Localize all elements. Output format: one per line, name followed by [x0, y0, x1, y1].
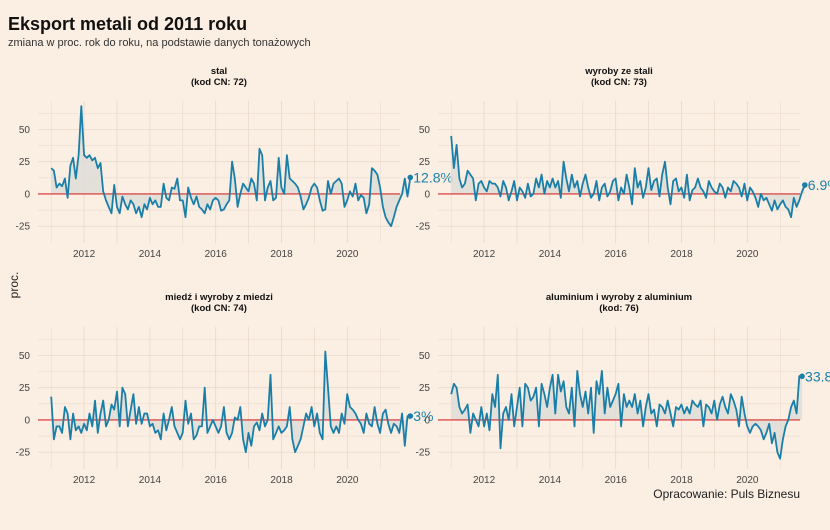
x-tick-label: 2014: [539, 249, 562, 260]
x-tick-label: 2020: [336, 475, 359, 486]
panel-2: wyroby ze stali(kod CN: 73) 2012 2014 2016 2…: [416, 66, 830, 260]
panel-title: aluminium i wyroby z aluminium: [546, 292, 692, 303]
panel-subtitle: (kod: 76): [599, 303, 639, 314]
panel-subtitle: (kod CN: 72): [191, 77, 247, 88]
x-tick-label: 2018: [270, 475, 293, 486]
chart-title: Eksport metali od 2011 roku: [8, 14, 248, 34]
end-point: [801, 182, 808, 188]
x-tick-label: 2014: [139, 249, 162, 260]
series-line: [450, 370, 803, 460]
end-value-label: 6.9%: [808, 177, 830, 193]
end-point: [407, 413, 414, 419]
x-tick-label: 2012: [73, 249, 96, 260]
y-tick-label: 25: [19, 157, 31, 168]
y-tick-label: -25: [16, 448, 31, 459]
end-value-label: 33.8%: [805, 368, 830, 384]
panel-title: stal: [211, 66, 227, 77]
y-tick-label: -25: [416, 222, 431, 233]
x-tick-label: 2016: [205, 249, 228, 260]
series-area: [51, 106, 411, 227]
series-line: [450, 135, 806, 219]
x-tick-label: 2020: [736, 249, 759, 260]
x-tick-label: 2020: [736, 475, 759, 486]
end-value-label: 12.8%: [413, 169, 453, 185]
x-tick-label: 2014: [139, 475, 162, 486]
x-tick-label: 2012: [473, 475, 496, 486]
end-point: [407, 174, 414, 181]
series-area: [51, 351, 411, 453]
y-axis-label: proc.: [7, 272, 21, 299]
series-line: [50, 350, 411, 454]
y-tick-label: 0: [24, 189, 30, 200]
end-value-label: 3%: [413, 408, 433, 424]
series-line: [50, 105, 412, 228]
series-area: [451, 135, 805, 218]
y-tick-label: 50: [419, 351, 431, 362]
y-tick-label: 0: [24, 415, 30, 426]
x-tick-label: 2020: [336, 249, 359, 260]
panel-subtitle: (kod CN: 73): [591, 77, 647, 88]
series-area: [451, 370, 803, 459]
x-tick-label: 2012: [473, 249, 496, 260]
x-tick-label: 2016: [205, 475, 228, 486]
panel-subtitle: (kod CN: 74): [191, 303, 247, 314]
y-tick-label: -25: [416, 448, 431, 459]
x-tick-label: 2016: [605, 249, 628, 260]
panel-title: miedź i wyroby z miedzi: [165, 292, 273, 303]
panel-4: aluminium i wyroby z aluminium(kod: 76) 2…: [416, 292, 830, 486]
y-tick-label: 50: [19, 351, 31, 362]
y-tick-label: 0: [424, 189, 430, 200]
panel-title: wyroby ze stali: [584, 66, 653, 77]
y-tick-label: 50: [419, 125, 431, 136]
source-caption: Opracowanie: Puls Biznesu: [653, 487, 800, 501]
panel-3: miedź i wyroby z miedzi(kod CN: 74) 2012 2…: [16, 292, 434, 486]
panel-1: stal(kod CN: 72) 2012 2014 2016 2018 2020 50 25…: [16, 66, 453, 260]
grid: [38, 327, 400, 469]
y-tick-label: -25: [16, 222, 31, 233]
x-tick-label: 2016: [605, 475, 628, 486]
panels: stal(kod CN: 72) 2012 2014 2016 2018 2020 50 25…: [16, 66, 830, 486]
x-tick-label: 2018: [670, 249, 693, 260]
y-tick-label: 25: [419, 383, 431, 394]
x-tick-label: 2018: [670, 475, 693, 486]
x-tick-label: 2014: [539, 475, 562, 486]
y-tick-label: 50: [19, 125, 31, 136]
grid: [38, 101, 400, 243]
chart-subtitle: zmiana w proc. rok do roku, na podstawie…: [8, 37, 311, 49]
x-tick-label: 2012: [73, 475, 96, 486]
y-tick-label: 0: [424, 415, 430, 426]
y-tick-label: 25: [19, 383, 31, 394]
grid: [438, 101, 800, 243]
y-tick-label: 25: [419, 157, 431, 168]
end-point: [799, 373, 805, 380]
x-tick-label: 2018: [270, 249, 293, 260]
